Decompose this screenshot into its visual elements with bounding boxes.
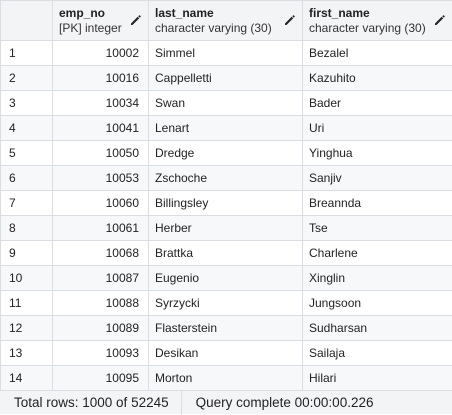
cell-emp-no[interactable]: 10087: [53, 266, 149, 291]
cell-emp-no[interactable]: 10095: [53, 366, 149, 391]
cell-last-name[interactable]: Dredge: [149, 141, 303, 166]
header-row: emp_no [PK] integer last_name character …: [1, 1, 452, 41]
cell-last-name[interactable]: Desikan: [149, 341, 303, 366]
cell-first-name[interactable]: Bezalel: [303, 41, 452, 66]
cell-first-name[interactable]: Yinghua: [303, 141, 452, 166]
row-number[interactable]: 10: [1, 266, 53, 291]
cell-emp-no[interactable]: 10061: [53, 216, 149, 241]
cell-last-name[interactable]: Lenart: [149, 116, 303, 141]
cell-first-name[interactable]: Tse: [303, 216, 452, 241]
cell-emp-no[interactable]: 10068: [53, 241, 149, 266]
table-row[interactable]: 2 10016 Cappelletti Kazuhito: [1, 66, 452, 91]
row-number[interactable]: 7: [1, 191, 53, 216]
pencil-icon[interactable]: [284, 14, 296, 26]
cell-first-name[interactable]: Breannda: [303, 191, 452, 216]
row-number[interactable]: 2: [1, 66, 53, 91]
row-number-header[interactable]: [1, 1, 53, 41]
column-header-last-name[interactable]: last_name character varying (30): [149, 1, 303, 41]
cell-first-name[interactable]: Sanjiv: [303, 166, 452, 191]
cell-emp-no[interactable]: 10093: [53, 341, 149, 366]
row-number[interactable]: 12: [1, 316, 53, 341]
pencil-icon[interactable]: [434, 14, 446, 26]
row-number[interactable]: 5: [1, 141, 53, 166]
row-number[interactable]: 9: [1, 241, 53, 266]
row-number[interactable]: 8: [1, 216, 53, 241]
table-row[interactable]: 14 10095 Morton Hilari: [1, 366, 452, 391]
cell-emp-no[interactable]: 10041: [53, 116, 149, 141]
row-number[interactable]: 1: [1, 41, 53, 66]
cell-first-name[interactable]: Kazuhito: [303, 66, 452, 91]
table-row[interactable]: 3 10034 Swan Bader: [1, 91, 452, 116]
table-row[interactable]: 9 10068 Brattka Charlene: [1, 241, 452, 266]
table-row[interactable]: 11 10088 Syrzycki Jungsoon: [1, 291, 452, 316]
cell-last-name[interactable]: Brattka: [149, 241, 303, 266]
status-bar: Total rows: 1000 of 52245 Query complete…: [0, 390, 452, 414]
row-number[interactable]: 3: [1, 91, 53, 116]
total-rows-text: Total rows: 1000 of 52245: [0, 395, 181, 410]
cell-emp-no[interactable]: 10089: [53, 316, 149, 341]
cell-last-name[interactable]: Zschoche: [149, 166, 303, 191]
cell-emp-no[interactable]: 10002: [53, 41, 149, 66]
cell-emp-no[interactable]: 10050: [53, 141, 149, 166]
column-type: character varying (30): [309, 21, 446, 36]
cell-first-name[interactable]: Uri: [303, 116, 452, 141]
cell-first-name[interactable]: Charlene: [303, 241, 452, 266]
column-type: character varying (30): [155, 21, 296, 36]
cell-emp-no[interactable]: 10060: [53, 191, 149, 216]
query-status-text: Query complete 00:00:00.226: [182, 395, 386, 410]
row-number[interactable]: 14: [1, 366, 53, 391]
column-name: first_name: [309, 6, 446, 21]
row-number[interactable]: 4: [1, 116, 53, 141]
table-row[interactable]: 10 10087 Eugenio Xinglin: [1, 266, 452, 291]
cell-last-name[interactable]: Billingsley: [149, 191, 303, 216]
cell-first-name[interactable]: Sudharsan: [303, 316, 452, 341]
cell-emp-no[interactable]: 10053: [53, 166, 149, 191]
cell-first-name[interactable]: Xinglin: [303, 266, 452, 291]
cell-last-name[interactable]: Simmel: [149, 41, 303, 66]
cell-emp-no[interactable]: 10016: [53, 66, 149, 91]
column-name: last_name: [155, 6, 296, 21]
cell-first-name[interactable]: Hilari: [303, 366, 452, 391]
table-row[interactable]: 8 10061 Herber Tse: [1, 216, 452, 241]
table-row[interactable]: 5 10050 Dredge Yinghua: [1, 141, 452, 166]
table-row[interactable]: 6 10053 Zschoche Sanjiv: [1, 166, 452, 191]
cell-last-name[interactable]: Flasterstein: [149, 316, 303, 341]
table-row[interactable]: 12 10089 Flasterstein Sudharsan: [1, 316, 452, 341]
column-header-first-name[interactable]: first_name character varying (30): [303, 1, 452, 41]
cell-last-name[interactable]: Herber: [149, 216, 303, 241]
cell-first-name[interactable]: Bader: [303, 91, 452, 116]
cell-first-name[interactable]: Jungsoon: [303, 291, 452, 316]
table-row[interactable]: 13 10093 Desikan Sailaja: [1, 341, 452, 366]
row-number[interactable]: 6: [1, 166, 53, 191]
column-header-emp-no[interactable]: emp_no [PK] integer: [53, 1, 149, 41]
cell-last-name[interactable]: Cappelletti: [149, 66, 303, 91]
table-row[interactable]: 1 10002 Simmel Bezalel: [1, 41, 452, 66]
pencil-icon[interactable]: [130, 14, 142, 26]
table-row[interactable]: 4 10041 Lenart Uri: [1, 116, 452, 141]
cell-last-name[interactable]: Swan: [149, 91, 303, 116]
results-grid: emp_no [PK] integer last_name character …: [0, 0, 452, 391]
cell-last-name[interactable]: Eugenio: [149, 266, 303, 291]
cell-emp-no[interactable]: 10088: [53, 291, 149, 316]
cell-first-name[interactable]: Sailaja: [303, 341, 452, 366]
row-number[interactable]: 13: [1, 341, 53, 366]
cell-emp-no[interactable]: 10034: [53, 91, 149, 116]
cell-last-name[interactable]: Syrzycki: [149, 291, 303, 316]
table-row[interactable]: 7 10060 Billingsley Breannda: [1, 191, 452, 216]
cell-last-name[interactable]: Morton: [149, 366, 303, 391]
row-number[interactable]: 11: [1, 291, 53, 316]
